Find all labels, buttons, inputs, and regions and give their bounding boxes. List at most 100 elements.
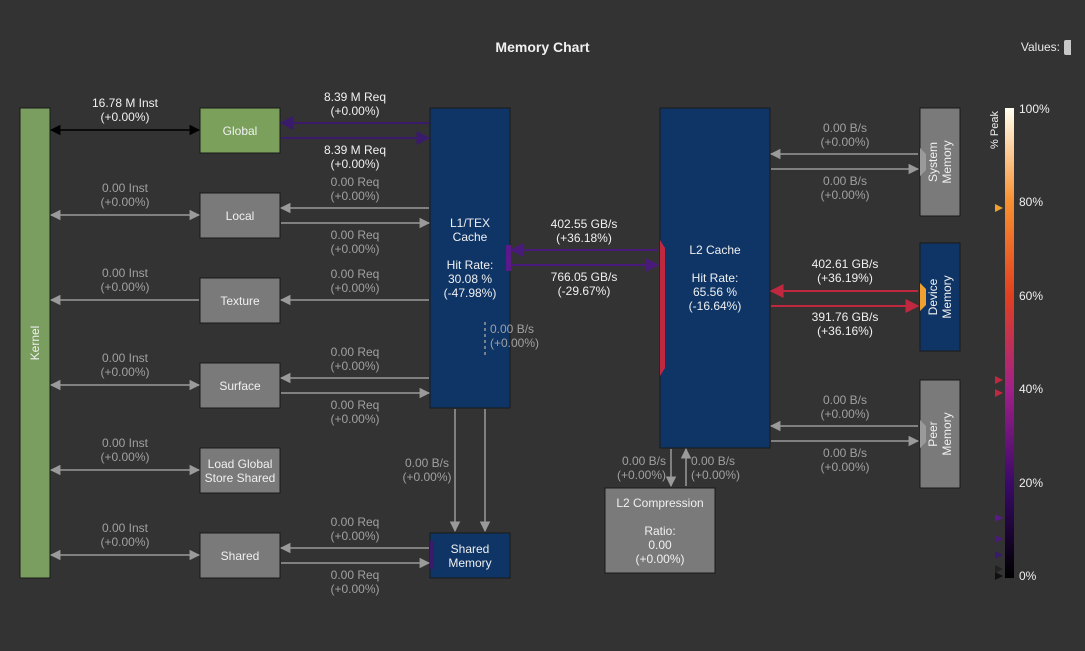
local-in-delta: (+0.00%) — [330, 189, 379, 203]
shared-memory-port — [430, 541, 434, 569]
surface-unit[interactable] — [199, 362, 281, 409]
surface-unit-label: Surface — [219, 379, 261, 393]
global-unit-label: Global — [223, 124, 258, 138]
device-memory-port — [920, 283, 926, 311]
device-out-delta: (+36.16%) — [817, 324, 873, 338]
device-in-delta: (+36.19%) — [817, 271, 873, 285]
l2-compression[interactable] — [604, 487, 716, 574]
compression-in-value: 0.00 B/s — [622, 454, 666, 468]
global-out-delta: (+0.00%) — [330, 157, 379, 171]
legend-tick-40: 40% — [1019, 382, 1043, 396]
legend-tick-20: 20% — [1019, 476, 1043, 490]
legend-marker — [995, 514, 1003, 522]
l2-port — [660, 240, 665, 376]
peer-memory[interactable] — [919, 379, 961, 489]
load-global-store-shared-unit[interactable] — [199, 447, 281, 494]
compression-out-delta: (+0.00%) — [691, 468, 740, 482]
kernel-local-value: 0.00 Inst — [102, 181, 149, 195]
l1-title-line2: Cache — [453, 230, 488, 244]
peer-memory-line1: Peer — [926, 421, 940, 446]
peer-in-value: 0.00 B/s — [823, 393, 867, 407]
kernel-label: Kernel — [28, 326, 42, 361]
l2-hit-label: Hit Rate: — [692, 271, 739, 285]
l2-cache[interactable] — [659, 107, 771, 449]
kernel-surface-delta: (+0.00%) — [100, 365, 149, 379]
shared-out-value: 0.00 Req — [331, 568, 380, 582]
global-out-value: 8.39 M Req — [324, 143, 386, 157]
l1-shared-link-delta: (+0.00%) — [490, 336, 539, 350]
shared-out-delta: (+0.00%) — [330, 582, 379, 596]
device-out-value: 391.76 GB/s — [812, 310, 879, 324]
legend-tick-80: 80% — [1019, 195, 1043, 209]
local-unit[interactable] — [199, 192, 281, 239]
device-in-value: 402.61 GB/s — [812, 257, 879, 271]
l2-compression-ratio-label: Ratio: — [644, 524, 675, 538]
values-label: Values: — [1020, 40, 1060, 54]
l2-compression-ratio-delta: (+0.00%) — [635, 552, 684, 566]
kernel-lgss-value: 0.00 Inst — [102, 436, 149, 450]
local-out-delta: (+0.00%) — [330, 242, 379, 256]
l2-compression-title: L2 Compression — [616, 496, 703, 510]
l2-compression-ratio-value: 0.00 — [648, 538, 672, 552]
legend-tick-60: 60% — [1019, 289, 1043, 303]
system-out-delta: (+0.00%) — [820, 188, 869, 202]
shared-memory[interactable] — [429, 532, 511, 579]
legend-marker — [995, 565, 1003, 573]
legend-marker — [995, 535, 1003, 543]
local-in-value: 0.00 Req — [331, 175, 380, 189]
shared-unit-label: Shared — [221, 549, 260, 563]
global-in-value: 8.39 M Req — [324, 90, 386, 104]
l2-to-l1-delta: (+36.18%) — [556, 231, 612, 245]
texture-in-delta: (+0.00%) — [330, 281, 379, 295]
texture-unit-label: Texture — [220, 294, 260, 308]
peer-memory-port — [920, 420, 926, 448]
system-out-value: 0.00 B/s — [823, 174, 867, 188]
l1-hit-value: 30.08 % — [448, 272, 492, 286]
values-dropdown[interactable] — [1064, 40, 1071, 56]
l1-hit-label: Hit Rate: — [447, 258, 494, 272]
values-selector[interactable]: Values: — [1020, 40, 1071, 56]
l2-hit-value: 65.56 % — [693, 285, 737, 299]
l1-shared-link-value: 0.00 B/s — [490, 322, 534, 336]
legend-marker — [995, 204, 1003, 212]
kernel-global-value: 16.78 M Inst — [92, 96, 159, 110]
kernel-global-delta: (+0.00%) — [100, 110, 149, 124]
kernel-block[interactable] — [19, 107, 51, 579]
shared-memory-line1: Shared — [451, 542, 490, 556]
l1-to-l2-delta: (-29.67%) — [558, 284, 611, 298]
system-in-delta: (+0.00%) — [820, 135, 869, 149]
texture-in-value: 0.00 Req — [331, 267, 380, 281]
system-memory-line2: Memory — [940, 140, 954, 183]
shared-memory-line2: Memory — [448, 556, 491, 570]
shared-unit[interactable] — [199, 532, 281, 579]
l2-hit-delta: (-16.64%) — [689, 299, 742, 313]
legend-marker — [995, 389, 1003, 397]
kernel-texture-delta: (+0.00%) — [100, 280, 149, 294]
l1-tex-cache[interactable] — [429, 107, 511, 409]
legend-tick-0: 0% — [1019, 569, 1037, 583]
legend-tick-100: 100% — [1019, 102, 1050, 116]
compression-out-value: 0.00 B/s — [691, 454, 735, 468]
surface-out-delta: (+0.00%) — [330, 412, 379, 426]
global-in-delta: (+0.00%) — [330, 104, 379, 118]
peer-out-value: 0.00 B/s — [823, 446, 867, 460]
local-unit-label: Local — [226, 209, 255, 223]
l1-hit-delta: (-47.98%) — [444, 286, 497, 300]
peer-out-delta: (+0.00%) — [820, 460, 869, 474]
system-memory[interactable] — [919, 107, 961, 217]
kernel-lgss-delta: (+0.00%) — [100, 450, 149, 464]
l1-port — [506, 245, 511, 271]
peer-in-delta: (+0.00%) — [820, 407, 869, 421]
l1-to-l2-value: 766.05 GB/s — [551, 270, 618, 284]
device-memory-line1: Device — [926, 278, 940, 315]
l1-to-shared-value: 0.00 B/s — [405, 456, 449, 470]
system-memory-line1: System — [926, 142, 940, 182]
surface-out-value: 0.00 Req — [331, 398, 380, 412]
lgss-unit-label: Load Global Store Shared — [205, 457, 276, 485]
device-memory-line2: Memory — [940, 275, 954, 318]
kernel-local-delta: (+0.00%) — [100, 195, 149, 209]
shared-in-value: 0.00 Req — [331, 515, 380, 529]
system-memory-port — [920, 148, 926, 176]
l1-to-shared-delta: (+0.00%) — [402, 470, 451, 484]
